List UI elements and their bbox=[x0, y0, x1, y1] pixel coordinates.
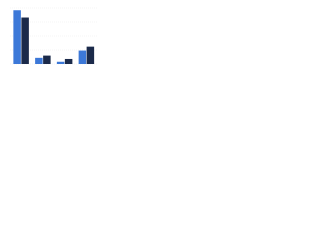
bar bbox=[35, 57, 43, 64]
page: {"chart_data": {"type": "bar", "categori… bbox=[0, 0, 100, 71]
bar bbox=[13, 10, 21, 65]
bar bbox=[86, 46, 95, 64]
bar bbox=[43, 55, 51, 64]
chart bbox=[10, 7, 97, 65]
bar bbox=[64, 58, 73, 64]
bar bbox=[56, 61, 65, 64]
bar bbox=[21, 17, 29, 64]
bar bbox=[78, 50, 87, 64]
